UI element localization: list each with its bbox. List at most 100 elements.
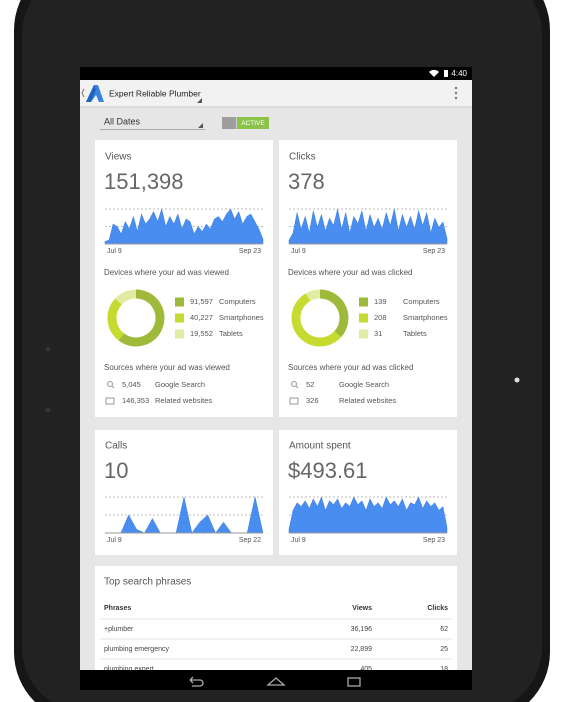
search-icon xyxy=(295,385,299,389)
card[interactable] xyxy=(95,430,273,555)
source-value: 146,353 xyxy=(122,396,149,405)
toggle-thumb xyxy=(222,117,236,129)
back-icon[interactable] xyxy=(81,88,85,98)
source-name: Google Search xyxy=(339,380,389,389)
card-total: 378 xyxy=(288,169,325,194)
card-title: Calls xyxy=(105,441,127,452)
x-end-label: Sep 23 xyxy=(423,248,445,255)
source-value: 52 xyxy=(306,380,314,389)
device-name: Tablets xyxy=(403,329,427,338)
sensor xyxy=(45,346,51,352)
spark-area xyxy=(288,496,448,534)
table-title: Top search phrases xyxy=(104,577,191,588)
table-cell: 18 xyxy=(440,666,448,673)
column-header: Clicks xyxy=(427,605,448,612)
table-cell: 62 xyxy=(440,626,448,633)
x-end-label: Sep 23 xyxy=(239,248,261,255)
x-start-label: Jul 9 xyxy=(291,248,306,255)
device-name: Smartphones xyxy=(403,313,448,322)
card[interactable] xyxy=(279,140,457,417)
wifi-icon xyxy=(429,69,439,77)
device-value: 91,597 xyxy=(190,297,213,306)
recents-button[interactable] xyxy=(347,677,361,687)
card-title: Amount spent xyxy=(289,441,351,452)
legend-swatch xyxy=(175,313,184,323)
table-cell: +plumber xyxy=(104,626,134,633)
donut-segment xyxy=(305,289,321,302)
table-cell: plumbing emergency xyxy=(104,646,169,653)
date-dropdown-arrow[interactable] xyxy=(198,123,203,128)
app-bar[interactable] xyxy=(80,80,472,107)
sensor xyxy=(45,407,51,413)
device-value: 31 xyxy=(374,329,382,338)
sources-title: Sources where your ad was viewed xyxy=(104,363,230,372)
donut-segment xyxy=(319,289,349,338)
x-start-label: Jul 9 xyxy=(107,248,122,255)
camera xyxy=(514,377,520,383)
toggle-on xyxy=(237,117,269,129)
x-start-label: Jul 9 xyxy=(107,537,122,544)
source-name: Related websites xyxy=(155,396,212,405)
devices-title: Devices where your ad was clicked xyxy=(288,268,413,277)
card-total: 10 xyxy=(104,458,128,483)
x-end-label: Sep 23 xyxy=(423,537,445,544)
card-title: Clicks xyxy=(289,152,316,163)
device-name: Smartphones xyxy=(219,313,264,322)
device-value: 139 xyxy=(374,297,387,306)
table-cell: 25 xyxy=(440,646,448,653)
card-total: $493.61 xyxy=(288,458,368,483)
x-end-label: Sep 22 xyxy=(239,537,261,544)
table-cell: 36,196 xyxy=(351,626,373,633)
spark-area xyxy=(104,208,264,245)
search-icon xyxy=(107,381,113,387)
search-icon xyxy=(291,381,297,387)
card-title: Views xyxy=(105,152,132,163)
search-icon xyxy=(111,385,115,389)
device-value: 208 xyxy=(374,313,387,322)
devices-title: Devices where your ad was viewed xyxy=(104,268,229,277)
app-logo-accent xyxy=(86,85,96,102)
back-button[interactable] xyxy=(189,676,204,687)
overflow-dot[interactable] xyxy=(454,96,458,100)
device-name: Computers xyxy=(219,297,256,306)
column-header: Phrases xyxy=(104,605,131,612)
legend-swatch xyxy=(175,329,184,339)
source-name: Related websites xyxy=(339,396,396,405)
legend-swatch xyxy=(359,313,368,323)
sources-title: Sources where your ad was clicked xyxy=(288,363,413,372)
donut-segment xyxy=(115,289,137,305)
status-toggle-label: ACTIVE xyxy=(241,120,265,127)
x-start-label: Jul 9 xyxy=(291,537,306,544)
card[interactable] xyxy=(95,566,457,676)
overflow-dot[interactable] xyxy=(454,91,458,95)
source-value: 326 xyxy=(306,396,319,405)
donut-segment xyxy=(118,289,165,347)
donut-segment xyxy=(107,298,125,341)
table-cell: 405 xyxy=(360,666,372,673)
app-title: Expert Reliable Plumber xyxy=(109,88,201,98)
nav-bar xyxy=(80,670,472,690)
card[interactable] xyxy=(279,430,457,555)
column-header: Views xyxy=(352,605,372,612)
source-name: Google Search xyxy=(155,380,205,389)
card[interactable] xyxy=(95,140,273,417)
battery-icon xyxy=(444,70,448,77)
device-value: 19,552 xyxy=(190,329,213,338)
legend-swatch xyxy=(359,297,368,307)
device-name: Tablets xyxy=(219,329,243,338)
web-icon xyxy=(289,397,299,405)
dropdown-arrow[interactable] xyxy=(197,98,202,103)
device-value: 40,227 xyxy=(190,313,213,322)
web-icon xyxy=(105,397,115,405)
device-name: Computers xyxy=(403,297,440,306)
spark-area xyxy=(288,208,448,245)
home-button[interactable] xyxy=(266,677,286,686)
legend-swatch xyxy=(359,329,368,339)
status-bar xyxy=(80,67,472,80)
table-cell: plumbing expert xyxy=(104,666,154,673)
table-cell: 22,899 xyxy=(351,646,373,653)
overflow-dot[interactable] xyxy=(454,86,458,90)
status-time: 4:40 xyxy=(451,69,467,78)
